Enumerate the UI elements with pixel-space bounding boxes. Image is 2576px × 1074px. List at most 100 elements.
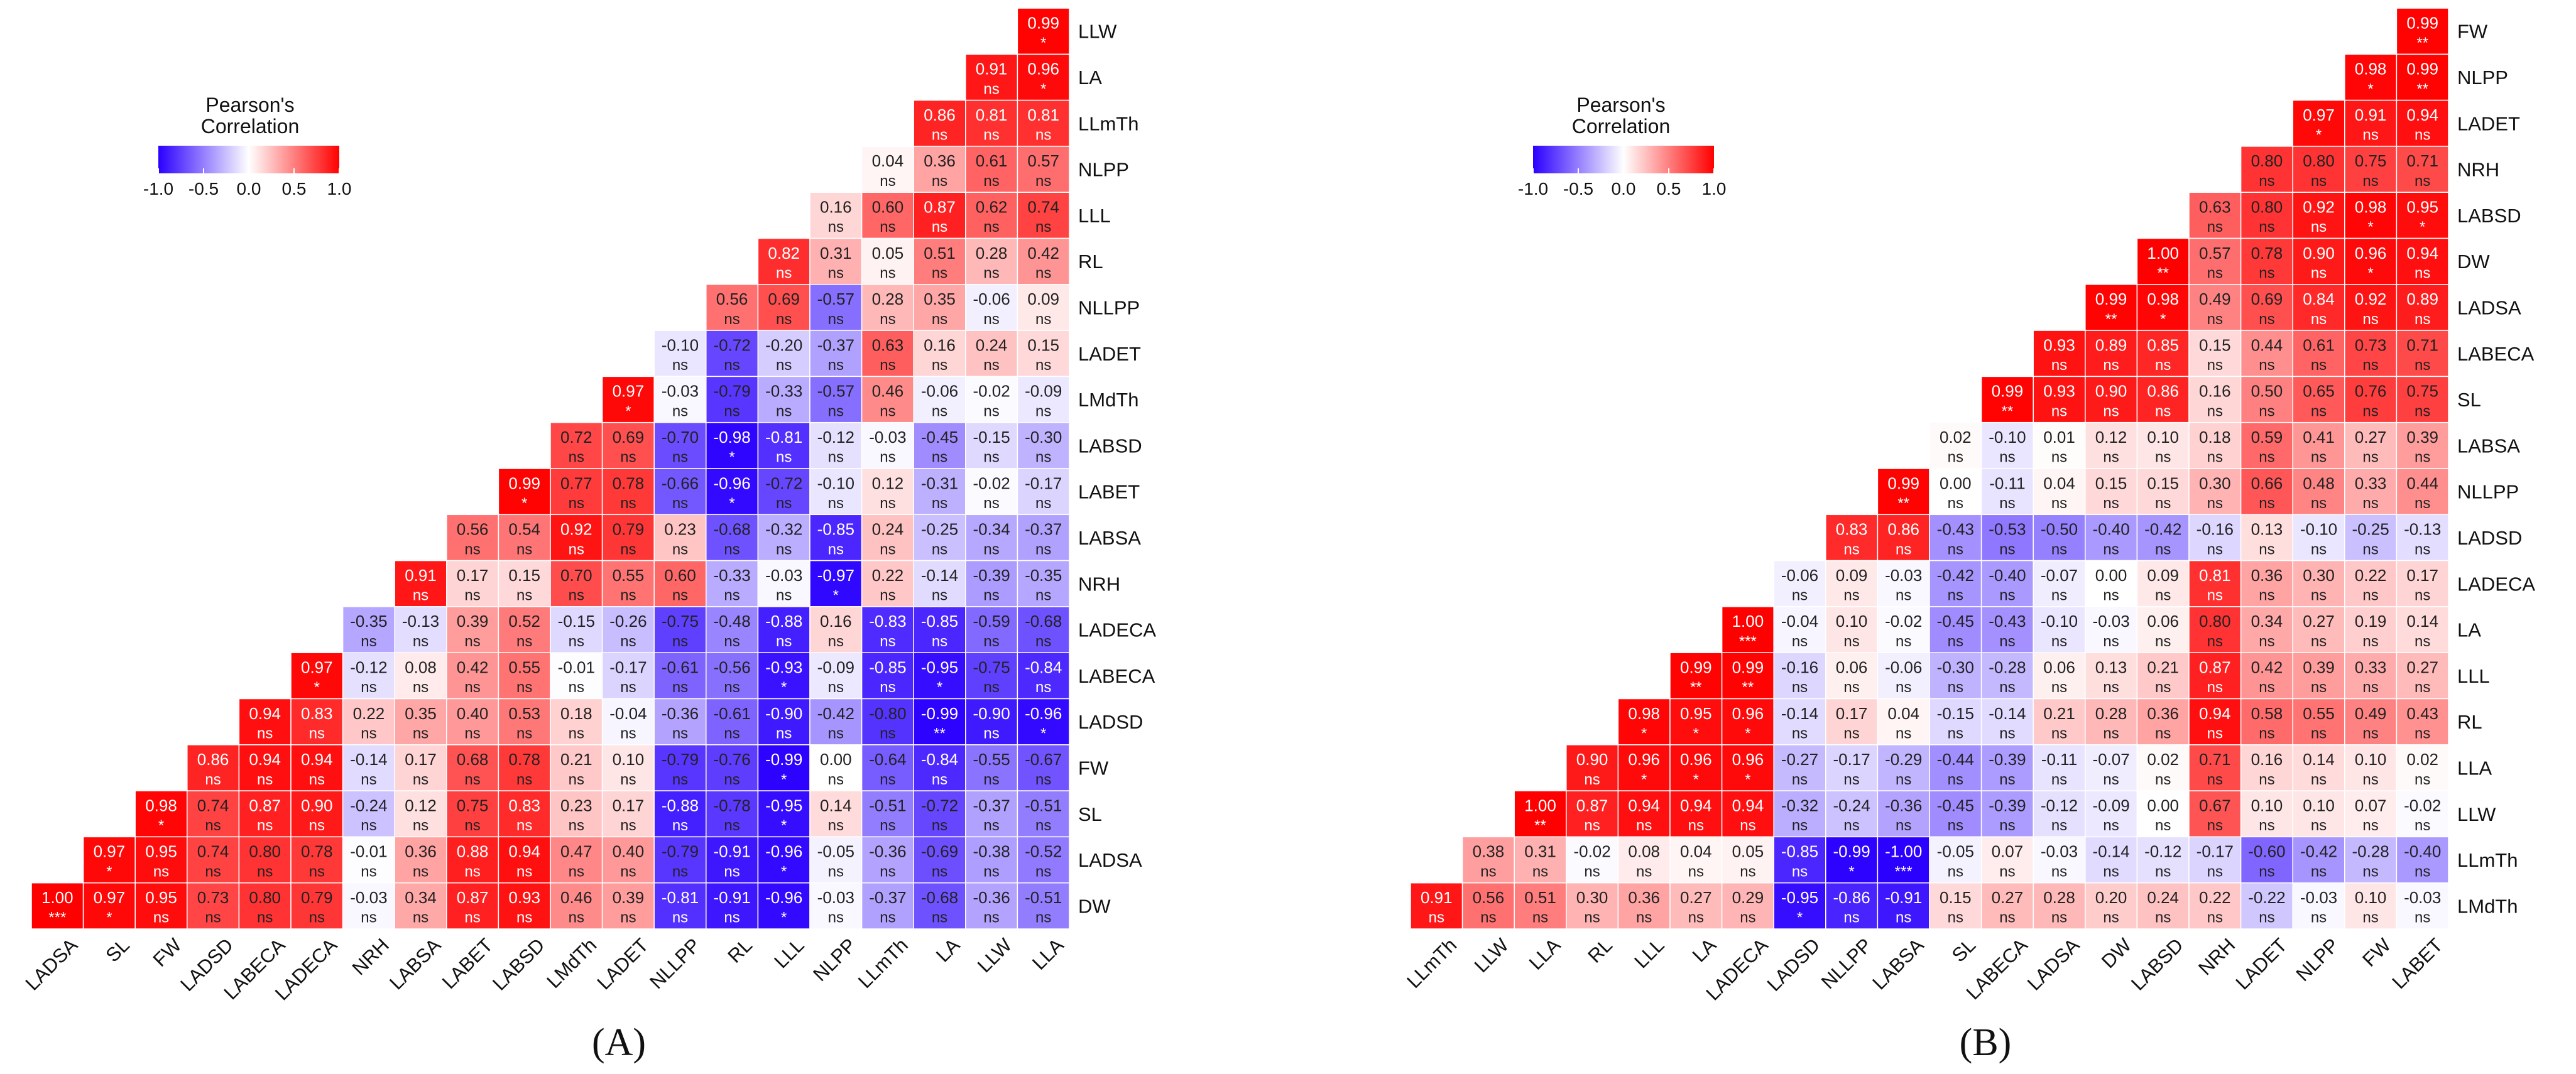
heatmap-cell — [913, 330, 966, 377]
heatmap-cell — [2240, 882, 2293, 930]
cell-significance-label: ns — [2415, 357, 2430, 374]
cell-value-label: 0.44 — [2406, 474, 2438, 492]
cell-significance-label: ns — [672, 587, 688, 604]
cell-value-label: -0.40 — [2092, 520, 2129, 539]
cell-value-label: 0.55 — [2303, 704, 2335, 723]
cell-value-label: 0.16 — [924, 335, 956, 354]
cell-value-label: -0.09 — [1025, 382, 1062, 401]
cell-value-label: 0.94 — [2406, 106, 2438, 124]
cell-value-label: 0.21 — [2147, 658, 2179, 676]
heatmap-cell — [238, 790, 292, 838]
heatmap-cell — [965, 146, 1018, 193]
heatmap-cell — [1980, 421, 2034, 469]
heatmap-cell — [187, 882, 240, 930]
cell-significance-label: ns — [828, 219, 844, 236]
cell-significance-label: ** — [2105, 311, 2117, 328]
heatmap-cell — [965, 606, 1018, 653]
cell-significance-label: *** — [48, 909, 66, 926]
cell-significance-label: ns — [1035, 127, 1051, 144]
cell-value-label: 0.94 — [249, 750, 281, 769]
cell-value-label: 0.51 — [1524, 888, 1556, 907]
cell-significance-label: ns — [2207, 449, 2223, 466]
heatmap-cell — [653, 652, 707, 700]
cell-value-label: 0.81 — [1027, 106, 1059, 124]
cell-significance-label: ns — [1035, 265, 1051, 282]
cell-significance-label: ns — [2362, 173, 2378, 190]
column-label: NLPP — [2291, 934, 2343, 985]
heatmap-cell — [498, 790, 551, 838]
cell-significance-label: ns — [205, 863, 221, 880]
cell-significance-label: ns — [2155, 357, 2171, 374]
row-label: LMdTh — [1078, 389, 1138, 411]
cell-value-label: 0.98 — [2355, 197, 2387, 216]
cell-significance-label: ns — [932, 495, 947, 512]
cell-significance-label: ns — [2207, 311, 2223, 328]
cell-significance-label: ns — [1035, 863, 1051, 880]
heatmap-cell — [861, 514, 914, 561]
row-label: LLmTh — [2457, 849, 2518, 871]
cell-value-label: -0.52 — [1025, 842, 1062, 861]
legend-tick-label: -1.0 — [143, 179, 173, 198]
cell-significance-label: ns — [1948, 449, 1963, 466]
cell-value-label: 0.09 — [2147, 566, 2179, 585]
cell-value-label: 0.36 — [1628, 888, 1660, 907]
heatmap-cell — [913, 744, 966, 791]
cell-significance-label: ns — [516, 725, 532, 742]
cell-significance-label: ns — [828, 265, 844, 282]
cell-value-label: -0.30 — [1937, 658, 1974, 676]
cell-value-label: -0.96 — [1025, 704, 1062, 723]
cell-significance-label: ns — [880, 219, 895, 236]
cell-significance-label: ns — [1948, 587, 1963, 604]
heatmap-cell — [1017, 790, 1070, 838]
cell-value-label: -0.27 — [1781, 750, 1818, 769]
cell-significance-label: ns — [1035, 357, 1051, 374]
cell-value-label: 0.33 — [2355, 474, 2387, 492]
cell-value-label: -0.17 — [2197, 842, 2234, 861]
cell-value-label: 0.96 — [1027, 60, 1059, 79]
cell-significance-label: ns — [1999, 725, 2015, 742]
column-label: NRH — [348, 934, 393, 979]
cell-significance-label: ns — [724, 817, 740, 834]
column-label: LLmTh — [1402, 934, 1461, 992]
heatmap-cell — [1669, 698, 1723, 746]
cell-value-label: 0.46 — [560, 888, 592, 907]
heatmap-cell — [913, 790, 966, 838]
cell-value-label: -0.78 — [713, 796, 750, 815]
cell-value-label: 0.56 — [716, 290, 748, 308]
heatmap-a: 0.99*0.91ns0.96*0.86ns0.81ns0.81ns0.04ns… — [21, 8, 1156, 1005]
heatmap-cell — [2396, 606, 2449, 653]
cell-significance-label: ns — [776, 265, 792, 282]
cell-value-label: -0.02 — [2404, 796, 2441, 815]
heatmap-cell — [965, 284, 1018, 331]
cell-value-label: 0.21 — [560, 750, 592, 769]
cell-significance-label: ns — [2259, 311, 2274, 328]
row-label: NLLPP — [2457, 481, 2519, 503]
cell-value-label: -0.43 — [1937, 520, 1974, 539]
cell-value-label: -0.84 — [1025, 658, 1062, 676]
cell-value-label: -0.17 — [1025, 474, 1062, 492]
cell-value-label: -0.40 — [2404, 842, 2441, 861]
cell-value-label: 0.87 — [2199, 658, 2231, 676]
column-label: LADET — [2231, 934, 2291, 994]
cell-value-label: 0.68 — [457, 750, 489, 769]
cell-value-label: -0.28 — [2352, 842, 2389, 861]
heatmap-cell — [1669, 882, 1723, 930]
row-label: LADSD — [1078, 711, 1143, 733]
cell-value-label: 0.91 — [2355, 106, 2387, 124]
heatmap-cell — [809, 652, 863, 700]
cell-significance-label: ns — [2259, 909, 2274, 926]
cell-significance-label: ns — [828, 403, 844, 420]
cell-significance-label: ns — [932, 219, 947, 236]
heatmap-cell — [706, 790, 759, 838]
heatmap-cell — [601, 652, 655, 700]
cell-significance-label: ns — [1843, 679, 1859, 696]
cell-value-label: 0.61 — [2303, 335, 2335, 354]
cell-value-label: 0.80 — [249, 888, 281, 907]
heatmap-cell — [809, 790, 863, 838]
cell-significance-label: ns — [2207, 771, 2223, 788]
cell-value-label: 0.70 — [560, 566, 592, 585]
cell-value-label: 0.17 — [405, 750, 437, 769]
heatmap-cell — [2396, 790, 2449, 838]
cell-value-label: 0.99 — [2406, 60, 2438, 79]
cell-significance-label: ns — [2103, 771, 2119, 788]
